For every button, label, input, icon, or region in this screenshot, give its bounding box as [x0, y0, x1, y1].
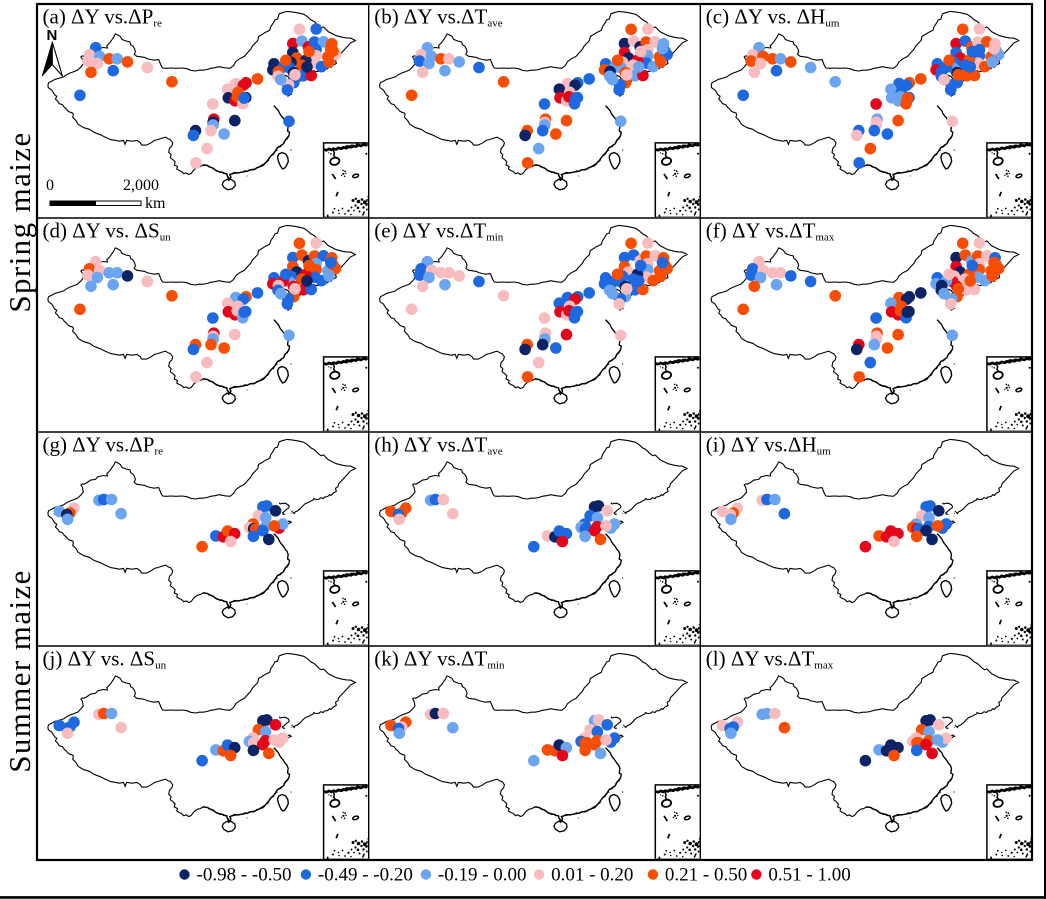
- svg-text:(f) ΔY vs.ΔTmax: (f) ΔY vs.ΔTmax: [706, 219, 835, 244]
- svg-text:Summer maize: Summer maize: [2, 569, 37, 773]
- svg-text:(d) ΔY vs. ΔSun: (d) ΔY vs. ΔSun: [43, 219, 172, 244]
- svg-text:-0.19 - 0.00: -0.19 - 0.00: [438, 865, 527, 886]
- svg-text:(a) ΔY vs.ΔPre: (a) ΔY vs.ΔPre: [43, 5, 162, 30]
- svg-text:(j) ΔY vs. ΔSun: (j) ΔY vs. ΔSun: [43, 647, 167, 672]
- svg-text:(c) ΔY vs. ΔHum: (c) ΔY vs. ΔHum: [706, 5, 840, 30]
- svg-text:0.01 - 0.20: 0.01 - 0.20: [551, 865, 633, 886]
- svg-text:(b) ΔY vs.ΔTave: (b) ΔY vs.ΔTave: [374, 5, 503, 30]
- svg-text:(i) ΔY vs.ΔHum: (i) ΔY vs.ΔHum: [706, 433, 831, 458]
- svg-text:-0.49 - -0.20: -0.49 - -0.20: [318, 865, 413, 886]
- svg-text:Spring maize: Spring maize: [2, 131, 37, 312]
- svg-text:(k) ΔY vs.ΔTmin: (k) ΔY vs.ΔTmin: [374, 647, 505, 672]
- svg-text:0.21 - 0.50: 0.21 - 0.50: [665, 865, 747, 886]
- svg-text:-0.98 - -0.50: -0.98 - -0.50: [197, 865, 292, 886]
- svg-text:(e) ΔY vs.ΔTmin: (e) ΔY vs.ΔTmin: [374, 219, 504, 244]
- svg-text:(g) ΔY vs.ΔPre: (g) ΔY vs.ΔPre: [43, 433, 164, 458]
- svg-text:(l) ΔY vs.ΔTmax: (l) ΔY vs.ΔTmax: [706, 647, 834, 672]
- svg-text:0.51 - 1.00: 0.51 - 1.00: [768, 865, 850, 886]
- svg-text:(h) ΔY vs.ΔTave: (h) ΔY vs.ΔTave: [374, 433, 503, 458]
